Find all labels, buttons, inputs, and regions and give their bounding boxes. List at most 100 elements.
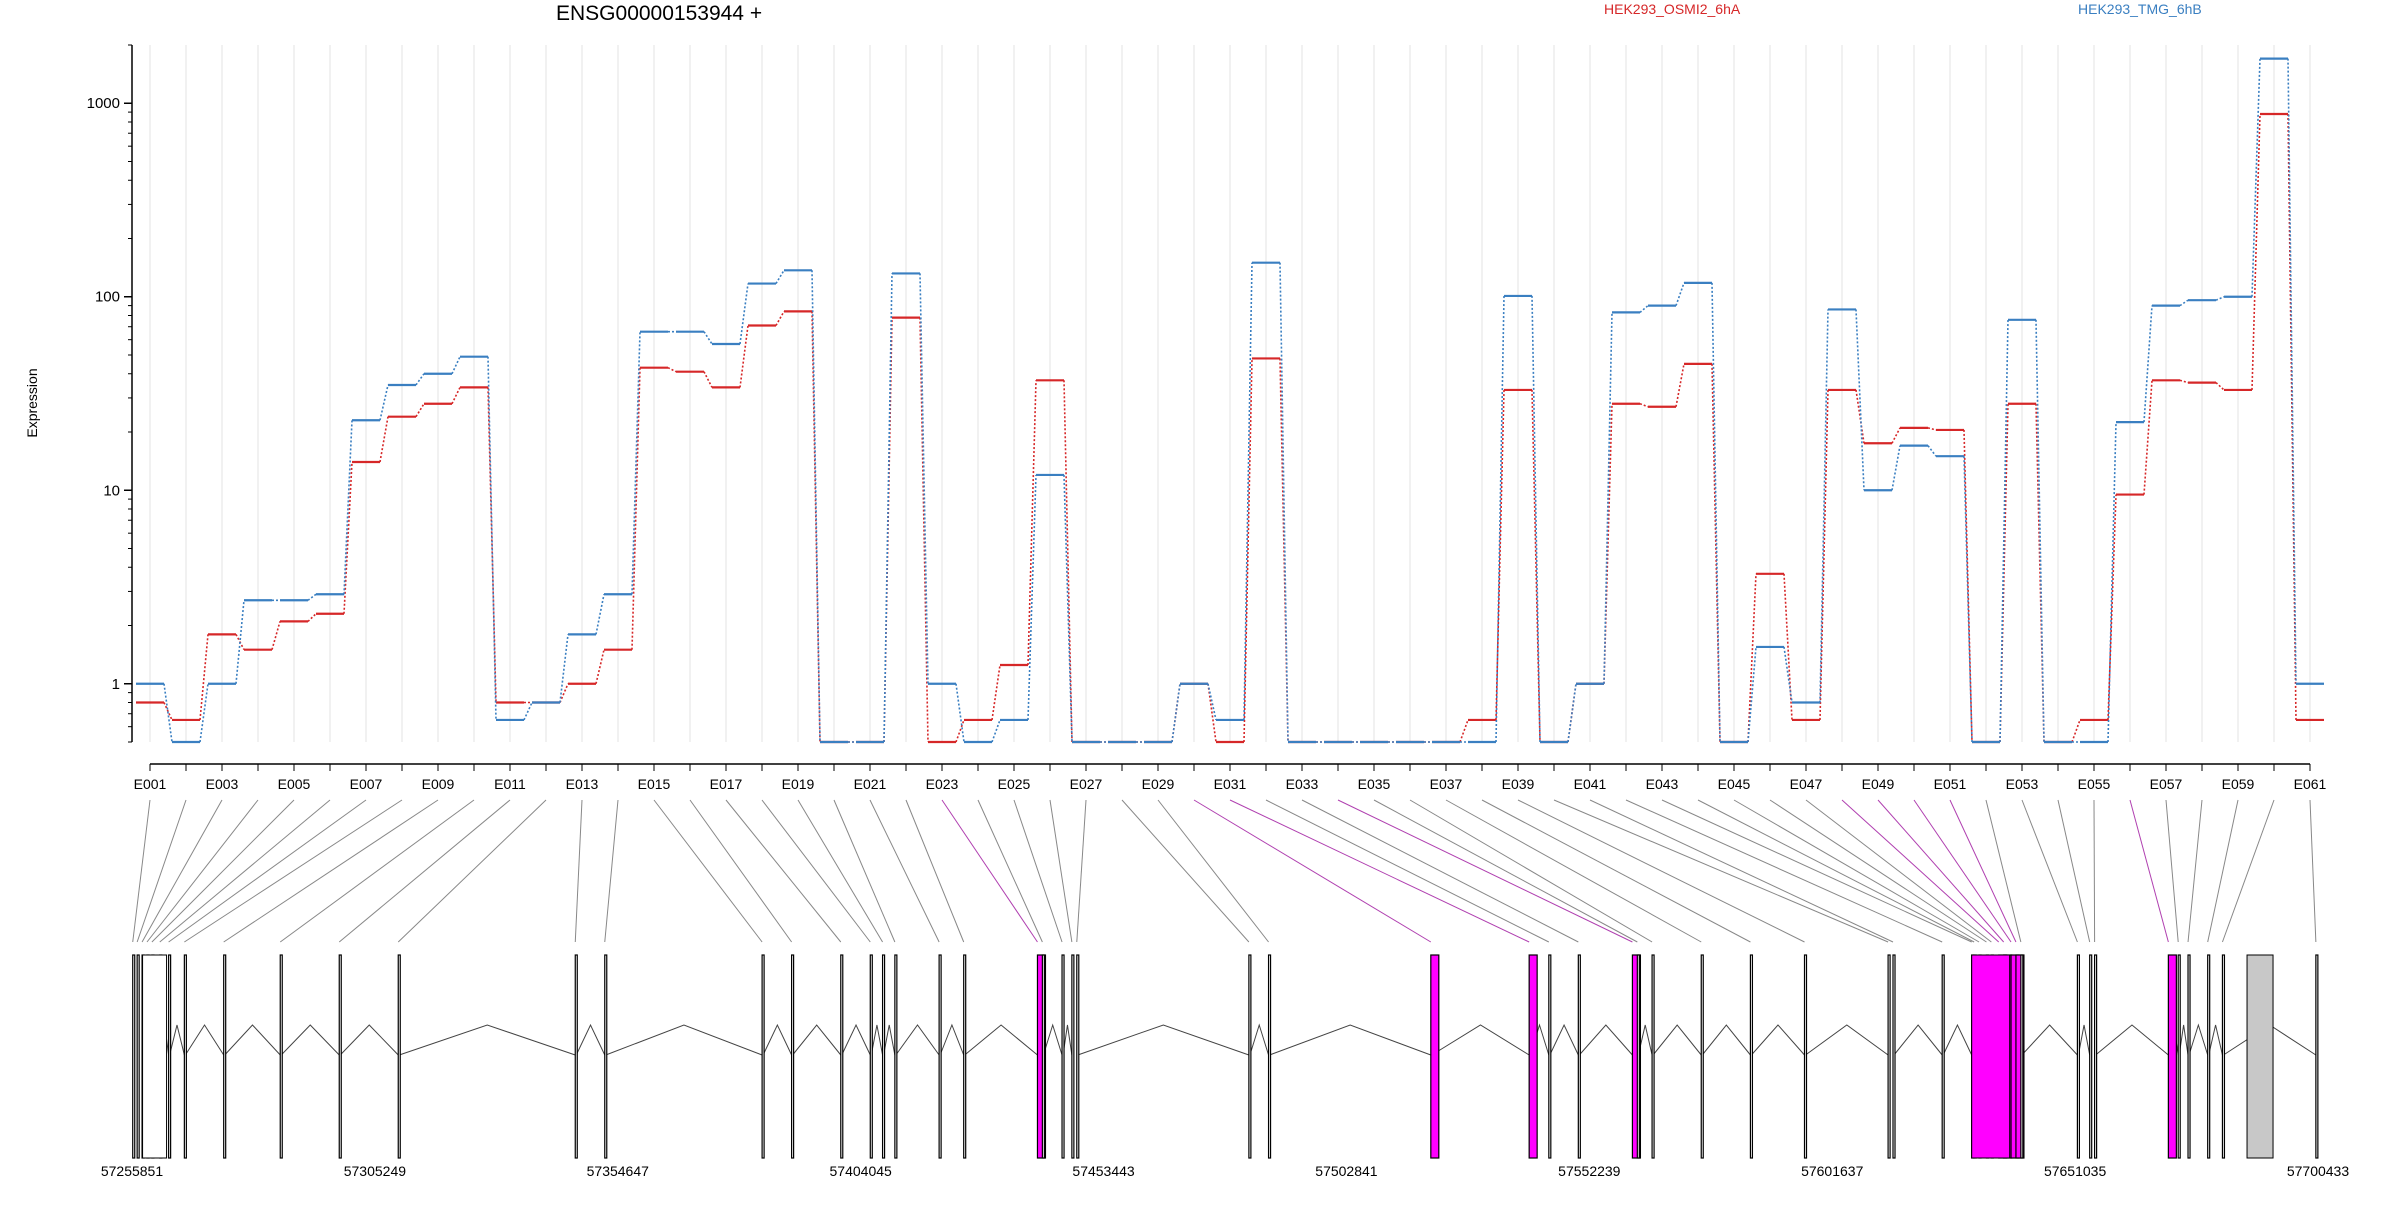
exon-connector [1589,799,1894,943]
intron [883,1024,896,1056]
connector-dotted [2071,719,2081,743]
x-tick-label: E009 [422,776,455,792]
exon-connector [1805,799,1992,943]
connector-dotted [1243,262,1253,720]
connector-dotted [1063,474,1073,743]
exon-connector [1661,799,1972,943]
x-tick-label: E041 [1574,776,1607,792]
coordinate-label: 57601637 [1801,1163,1864,1179]
exon-connector [1409,799,1653,943]
connector-dotted [919,317,929,743]
connector-dotted [343,420,353,595]
exon-box [1036,954,1047,1159]
coordinate-label: 57453443 [1072,1163,1135,1179]
exon-box [1651,954,1655,1159]
exon-connector [2187,799,2203,943]
exon-connector [1841,799,2000,943]
connector-dotted [1855,389,1865,444]
intron [605,1024,763,1056]
connector-dotted [703,331,713,345]
connector-dotted [1603,403,1613,684]
x-tick-label: E033 [1286,776,1319,792]
connector-dotted [2035,319,2045,743]
connector-dotted [163,702,173,721]
exon-connector [1481,799,1751,943]
x-tick-label: E005 [278,776,311,792]
exon-box [1267,954,1272,1159]
exon-box [2020,954,2024,1159]
connector-dotted [343,461,353,614]
legend-series-1: HEK293_OSMI2_6hA [1604,1,1740,17]
exon-connector [869,799,940,943]
connector-dotted [775,269,785,284]
series-lines [136,57,2324,744]
connector-dotted [2143,380,2153,495]
exon-box [2177,954,2181,1159]
intron [1701,1024,1751,1056]
exon-connector [2207,799,2239,943]
exon-box [1636,954,1640,1159]
connector-dotted [919,273,929,684]
connector-dotted [955,719,965,743]
exon-connector [223,799,439,943]
connector-dotted [2287,113,2297,720]
x-tick-label: E007 [350,776,383,792]
coordinate-label: 57552239 [1558,1163,1621,1179]
exon-connector [1949,799,2017,943]
x-tick-label: E037 [1430,776,1463,792]
connector-dotted [415,403,425,418]
legend-label-series-1: HEK293_OSMI2_6hA [1604,1,1741,17]
x-tick-label: E043 [1646,776,1679,792]
exon-connector [136,799,187,943]
coordinate-label: 57502841 [1315,1163,1378,1179]
exon-connector [1301,799,1579,943]
intron [1893,1024,1943,1056]
connector-dotted [2215,296,2225,301]
exon-connector [905,799,965,943]
x-tick-label: E021 [854,776,887,792]
intron [575,1023,606,1056]
y-tick-label: 1000 [87,95,120,112]
connector-dotted [1459,719,1469,743]
intron [2095,1024,2169,1056]
exon-box [938,954,942,1159]
exon-box [1803,954,1808,1159]
x-tick-label: E053 [2006,776,2039,792]
intron [1805,1024,1889,1056]
connector-dotted [2179,379,2189,384]
exon-box [1887,954,1891,1159]
intron [762,1023,793,1056]
exon-connector [725,799,842,943]
coordinate-label: 57255851 [101,1163,164,1179]
x-tick-label: E013 [566,776,599,792]
connector-dotted [1783,573,1793,720]
x-tick-label: E035 [1358,776,1391,792]
connector-dotted [1027,474,1037,720]
axes: 1 10 100 1000 [87,44,2311,771]
coordinate-label: 57305249 [344,1163,407,1179]
connector-dotted [775,311,785,326]
connector-dotted [1891,445,1901,491]
connector-dotted [2179,299,2189,307]
connector-dotted [1063,380,1073,743]
intron [1549,1023,1579,1056]
coordinate-label: 57404045 [830,1163,893,1179]
exon-box [1700,954,1704,1159]
intron [2188,1023,2209,1056]
x-tick-label: E061 [2294,776,2327,792]
exon-connector [279,799,475,943]
connector-dotted [451,356,461,375]
x-tick-label: E015 [638,776,671,792]
exon-connector [2309,799,2317,943]
connector-dotted [991,664,1001,721]
exon-connector [2057,799,2091,943]
exon-connector [604,799,619,943]
connector-dotted [1711,363,1721,743]
exon-connector [1697,799,1975,943]
exon-box [2207,954,2211,1159]
x-tick-label: E027 [1070,776,1103,792]
intron [399,1024,576,1056]
connector-dotted [667,366,677,373]
exon-box [1941,954,1945,1159]
exon-connector [1445,799,1702,943]
